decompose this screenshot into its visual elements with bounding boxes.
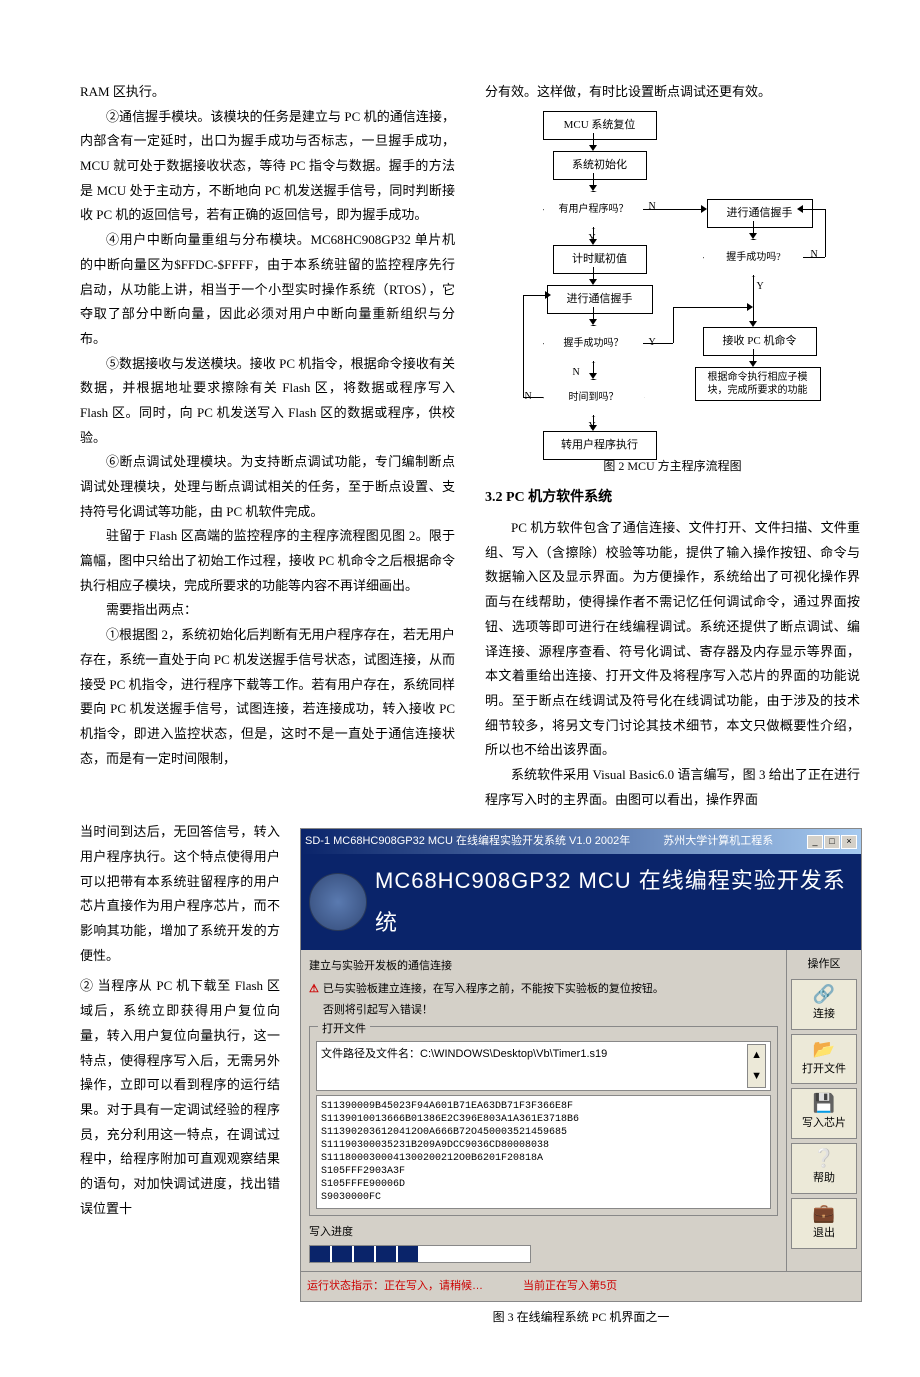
para: ⑥断点调试处理模块。为支持断点调试功能，专门编制断点调试处理模块，处理与断点调试… bbox=[80, 450, 455, 524]
close-icon[interactable]: × bbox=[841, 835, 857, 849]
progress-bar bbox=[309, 1245, 531, 1263]
minimize-icon[interactable]: _ bbox=[807, 835, 823, 849]
ops-title: 操作区 bbox=[789, 954, 859, 975]
seal-icon bbox=[309, 873, 367, 931]
flow-decision: 握手成功吗？ bbox=[543, 325, 643, 361]
para: RAM 区执行。 bbox=[80, 80, 455, 105]
para: ⑤数据接收与发送模块。接收 PC 机指令，根据命令接收有关数据，并根据地址要求擦… bbox=[80, 352, 455, 451]
connect-icon: 🔗 bbox=[792, 984, 856, 1004]
write-chip-button[interactable]: 💾写入芯片 bbox=[791, 1088, 857, 1139]
status-text-2: 当前正在写入第5页 bbox=[523, 1276, 617, 1297]
para: 分有效。这样做，有时比设置断点调试还更有效。 bbox=[485, 80, 860, 105]
flow-label: Y bbox=[757, 277, 764, 296]
status-text-1: 运行状态指示：正在写入，请稍候… bbox=[307, 1276, 483, 1297]
progress-label: 写入进度 bbox=[309, 1222, 778, 1243]
maximize-icon[interactable]: □ bbox=[824, 835, 840, 849]
warning-icon: ⚠ bbox=[309, 979, 319, 1000]
flow-label: N bbox=[811, 245, 818, 264]
para: PC 机方软件包含了通信连接、文件打开、文件扫描、文件重组、写入（含擦除）校验等… bbox=[485, 516, 860, 763]
flow-node: 根据命令执行相应子模块，完成所要求的功能 bbox=[695, 367, 821, 401]
conn-section-title: 建立与实验开发板的通信连接 bbox=[309, 956, 778, 977]
flow-label: N bbox=[649, 197, 656, 216]
para: 需要指出两点： bbox=[80, 598, 455, 623]
banner-title: MC68HC908GP32 MCU 在线编程实验开发系统 bbox=[375, 860, 853, 944]
flow-node: 转用户程序执行 bbox=[543, 431, 657, 460]
fig3-caption: 图 3 在线编程系统 PC 机界面之一 bbox=[300, 1306, 862, 1329]
hex-listing: S11390009B45023F94A601B71EA63DB71F3F366E… bbox=[316, 1095, 771, 1209]
para: 系统软件采用 Visual Basic6.0 语言编写，图 3 给出了正在进行程… bbox=[485, 763, 860, 812]
exit-icon: 💼 bbox=[792, 1203, 856, 1223]
screenshot-fig3: SD-1 MC68HC908GP32 MCU 在线编程实验开发系统 V1.0 2… bbox=[300, 828, 862, 1302]
open-file-group: 打开文件 文件路径及文件名：C:\WINDOWS\Desktop\Vb\Time… bbox=[309, 1026, 778, 1216]
conn-msg-1: 已与实验板建立连接，在写入程序之前，不能按下实验板的复位按钮。 bbox=[323, 979, 664, 1000]
flow-node: 计时赋初值 bbox=[553, 245, 647, 274]
scroll-updown-icon[interactable]: ▲▼ bbox=[747, 1044, 766, 1088]
section-3-2-title: 3.2 PC 机方软件系统 bbox=[485, 485, 860, 512]
window-titlebar: SD-1 MC68HC908GP32 MCU 在线编程实验开发系统 V1.0 2… bbox=[301, 829, 861, 854]
flowchart-fig2: MCU 系统复位 系统初始化 有用户程序吗？ Y N 计时赋初值 进行通信握手 … bbox=[503, 111, 843, 451]
help-icon: ❔ bbox=[792, 1148, 856, 1168]
para: ② 当程序从 PC 机下载至 Flash 区域后，系统立即获得用户复位向量，转入… bbox=[80, 974, 280, 1221]
open-file-button[interactable]: 📂打开文件 bbox=[791, 1034, 857, 1085]
para: ②通信握手模块。该模块的任务是建立与 PC 机的通信连接，内部含有一定延时，出口… bbox=[80, 105, 455, 228]
flow-decision: 握手成功吗? bbox=[703, 239, 803, 275]
exit-button[interactable]: 💼退出 bbox=[791, 1198, 857, 1249]
help-button[interactable]: ❔帮助 bbox=[791, 1143, 857, 1194]
para: 驻留于 Flash 区高端的监控程序的主程序流程图见图 2。限于篇幅，图中只给出… bbox=[80, 524, 455, 598]
flow-decision: 有用户程序吗？ bbox=[543, 191, 643, 227]
window-controls[interactable]: _□× bbox=[806, 831, 857, 852]
flow-node: MCU 系统复位 bbox=[543, 111, 657, 140]
flow-node: 系统初始化 bbox=[553, 151, 647, 180]
fig2-caption: 图 2 MCU 方主程序流程图 bbox=[485, 455, 860, 478]
flow-node: 进行通信握手 bbox=[547, 285, 653, 314]
flow-node: 接收 PC 机命令 bbox=[703, 327, 817, 356]
para: 当时间到达后，无回答信号，转入用户程序执行。这个特点使得用户可以把带有本系统驻留… bbox=[80, 820, 280, 968]
para: ④用户中断向量重组与分布模块。MC68HC908GP32 单片机的中断向量区为$… bbox=[80, 228, 455, 351]
flow-decision: 时间到吗？ bbox=[543, 379, 643, 415]
window-title: SD-1 MC68HC908GP32 MCU 在线编程实验开发系统 V1.0 2… bbox=[305, 835, 630, 847]
file-path-label: 文件路径及文件名：C:\WINDOWS\Desktop\Vb\Timer1.s1… bbox=[321, 1044, 607, 1088]
open-icon: 📂 bbox=[792, 1039, 856, 1059]
flow-node: 进行通信握手 bbox=[707, 199, 813, 228]
connect-button[interactable]: 🔗连接 bbox=[791, 979, 857, 1030]
window-title-right: 苏州大学计算机工程系 bbox=[663, 835, 773, 847]
conn-msg-2: 否则将引起写入错误！ bbox=[323, 1000, 664, 1021]
app-banner: MC68HC908GP32 MCU 在线编程实验开发系统 bbox=[301, 854, 861, 950]
write-icon: 💾 bbox=[792, 1093, 856, 1113]
para: ①根据图 2，系统初始化后判断有无用户程序存在，若无用户存在，系统一直处于向 P… bbox=[80, 623, 455, 771]
group-title-open: 打开文件 bbox=[318, 1019, 370, 1040]
